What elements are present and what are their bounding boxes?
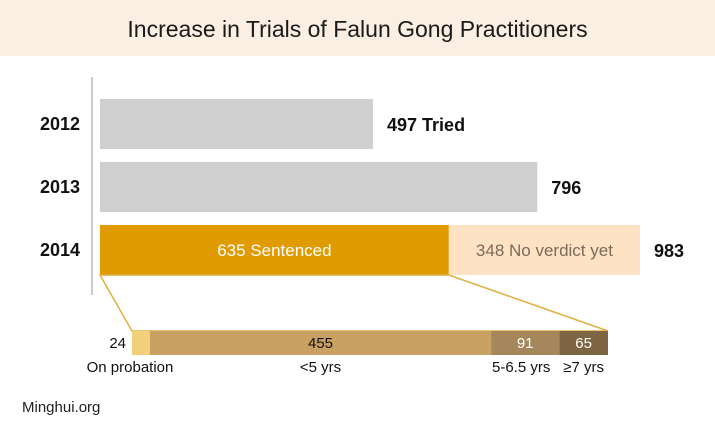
breakdown-bar-under-5-yrs	[149, 331, 492, 355]
year-label-2014: 2014	[40, 240, 80, 260]
breakdown-category-under-5-yrs: <5 yrs	[300, 359, 341, 376]
bar-tried-2013	[100, 162, 538, 212]
breakdown-value-5-to-6-5-yrs: 91	[517, 335, 534, 352]
main-bars	[100, 99, 640, 275]
breakdown-connector	[98, 274, 609, 332]
breakdown-value-7-plus-yrs: 65	[575, 335, 592, 352]
total-label-2013: 796	[551, 178, 581, 198]
breakdown-value-on-probation: 24	[109, 335, 126, 352]
label-sentenced: 635 Sentenced	[217, 241, 331, 260]
bar-no-verdict-2014	[448, 225, 640, 275]
total-label-2012: 497 Tried	[387, 115, 465, 135]
breakdown-bars	[132, 331, 608, 355]
breakdown-category-7-plus-yrs: ≥7 yrs	[563, 359, 604, 376]
breakdown-value-under-5-yrs: 455	[308, 335, 333, 352]
breakdown-category-on-probation: On probation	[87, 359, 174, 376]
chart-title: Increase in Trials of Falun Gong Practit…	[127, 16, 587, 42]
bar-sentenced-2014	[100, 225, 449, 275]
label-no-verdict: 348 No verdict yet	[476, 241, 613, 260]
year-label-2012: 2012	[40, 114, 80, 134]
breakdown-category-5-to-6-5-yrs: 5-6.5 yrs	[492, 359, 550, 376]
year-label-2013: 2013	[40, 177, 80, 197]
title-band	[0, 0, 715, 56]
breakdown-bar-7-plus-yrs	[559, 331, 608, 355]
total-label-2014: 983	[654, 241, 684, 261]
breakdown-bar-5-to-6-5-yrs	[491, 331, 560, 355]
breakdown-bar-on-probation	[132, 331, 150, 355]
main-labels: 2012 2013 2014 635 Sentenced 348 No verdict …	[40, 114, 684, 261]
source-label: Minghui.org	[22, 399, 100, 416]
bar-tried-2012	[100, 99, 374, 149]
breakdown-labels: 24 455 91 65 On probation <5 yrs 5-6.5 yrs ≥7 y…	[87, 335, 604, 376]
